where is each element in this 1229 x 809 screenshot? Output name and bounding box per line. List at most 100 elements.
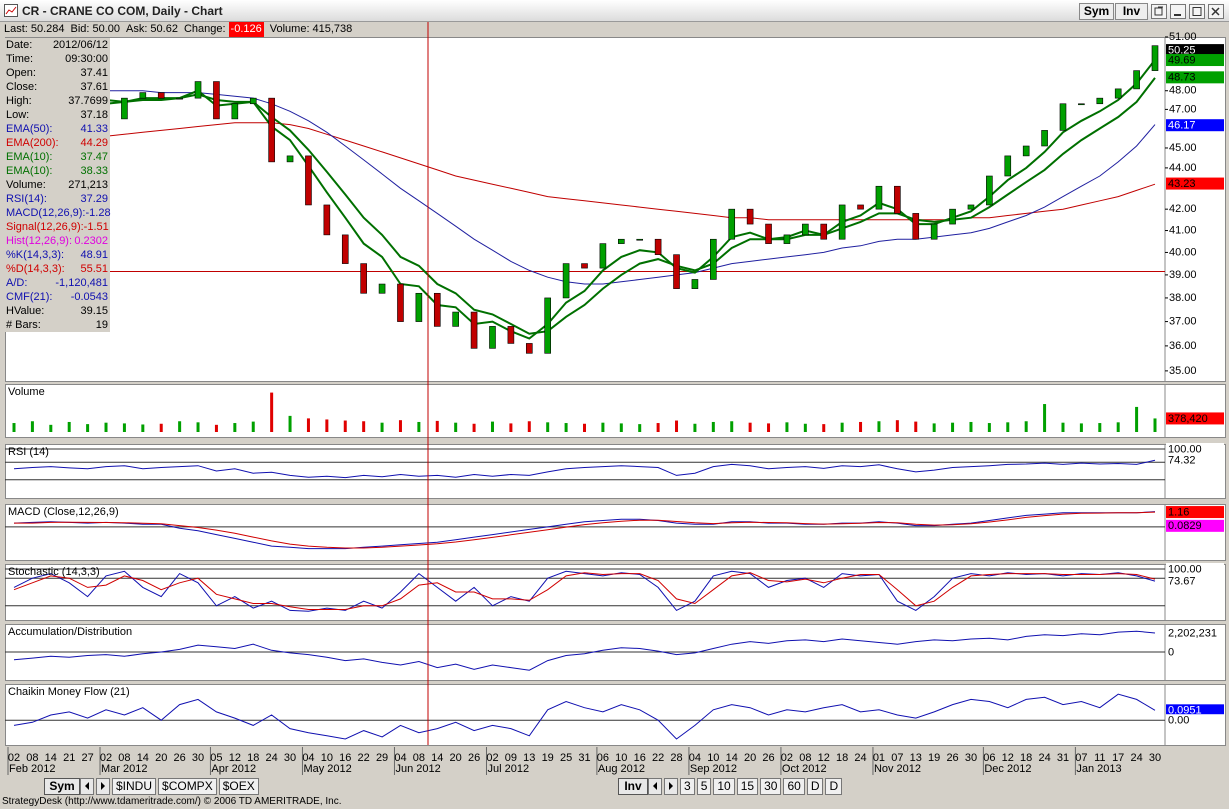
day-label: 07 [1075,752,1087,764]
value-tag [1166,71,1224,84]
candle [1114,88,1122,99]
restore-button[interactable] [1151,4,1167,19]
interval-tab[interactable]: D [825,778,843,795]
scroll-arrow[interactable] [664,778,678,795]
candle [581,263,588,269]
value-tag-label: 1.16 [1168,506,1189,518]
candle [857,204,864,210]
scroll-arrow[interactable] [80,778,94,795]
value-tag-label: 74.32 [1168,455,1196,467]
y-tick-label: 48.00 [1169,85,1197,97]
symbol-tab[interactable]: $OEX [218,778,259,795]
info-label: # Bars: [6,319,41,331]
month-label: Oct 2012 [782,763,827,775]
interval-tab[interactable]: 60 [783,778,805,795]
info-value: 37.47 [80,151,108,163]
inv-button[interactable]: Inv [1115,3,1148,20]
close-icon [1211,7,1220,16]
volume-bar [711,421,715,432]
volume-bar [104,422,108,432]
volume-bar [822,424,826,432]
info-label: Hist(12,26,9): [6,235,73,247]
candle [249,97,257,105]
info-label: Low: [6,109,30,121]
interval-tab[interactable]: 30 [760,778,782,795]
quote-value: 50.62 [150,23,178,35]
interval-tab[interactable]: 3 [680,778,695,795]
day-label: 30 [284,752,296,764]
interval-tab[interactable]: 15 [736,778,759,795]
day-label: 20 [744,752,756,764]
chart: 35.00 36.00 37.00 38.00 39.00 40.00 41.00 42.00… [5,22,1226,775]
minimize-button[interactable] [1170,4,1186,19]
value-tag [1166,563,1224,575]
day-label: 26 [468,752,480,764]
scroll-arrow[interactable] [648,778,662,795]
day-label: 02 [100,752,112,764]
volume-bar [748,422,752,432]
close-button[interactable] [1208,4,1224,19]
value-tag [1166,519,1224,532]
volume-bar [803,423,807,432]
day-label: 06 [597,752,609,764]
info-row: # Bars: 19 [4,318,110,332]
volume-bar [86,424,90,432]
interval-tab[interactable]: 10 [713,778,735,795]
day-label: 20 [155,752,167,764]
value-tag-label: 0 [1168,646,1174,658]
volume-bar [987,423,991,432]
info-row: High: 37.7699 [4,94,110,108]
interval-tab[interactable]: 5 [696,778,712,795]
sym-tab-button[interactable]: Sym [44,778,80,795]
scroll-arrow[interactable] [96,778,110,795]
panel-title: Stochastic (14,3,3) [8,566,100,578]
indicator-line [13,570,1156,612]
day-label: 22 [358,752,370,764]
volume-bar [675,420,679,432]
candle [397,283,404,322]
info-value: 37.41 [80,67,108,79]
y-tick-label: 44.00 [1169,162,1197,174]
value-tag [1166,454,1224,467]
inv-tab-button[interactable]: Inv [618,778,648,795]
volume-bar [325,419,329,432]
sym-button[interactable]: Sym [1079,3,1114,20]
candle [949,208,956,225]
info-row: EMA(50): 41.33 [4,122,110,136]
day-label: 21 [63,752,75,764]
value-tag [1166,646,1224,658]
indicator-panel [5,444,1226,499]
info-value: 2012/06/12 [52,39,108,51]
volume-bar [932,423,936,432]
candle [525,343,533,354]
interval-tab[interactable]: D [806,778,824,795]
candle [1078,103,1085,106]
panel-title: MACD (Close,12,26,9) [8,506,119,518]
volume-bar [951,422,955,432]
info-value: 39.15 [80,305,108,317]
indicator-line [14,511,1156,549]
value-tag-label: 0.0951 [1168,705,1202,717]
volume-bar [583,423,586,432]
day-label: 08 [799,752,811,764]
info-label: Signal(12,26,9): [6,221,84,233]
arrow-glyph [101,782,105,790]
symbol-tab[interactable]: $INDU [112,778,157,795]
candle [544,297,551,354]
symbol-tab[interactable]: $COMPX [158,778,217,795]
volume-bar [546,422,550,432]
maximize-button[interactable] [1189,4,1205,19]
info-value: 38.33 [80,165,108,177]
value-tag-label: 100.00 [1168,443,1202,455]
info-label: MACD(12,26,9): [6,207,86,219]
volume-bar [895,420,899,432]
candle [194,81,202,99]
y-tick-label: 42.00 [1169,203,1197,215]
value-tag-label: 100.00 [1168,563,1202,575]
candle [1133,70,1140,90]
y-tick-label: 47.00 [1169,103,1197,115]
quote-value: 415,738 [312,23,353,35]
day-label: 10 [707,752,719,764]
day-label: 26 [174,752,186,764]
volume-bar [509,423,513,432]
